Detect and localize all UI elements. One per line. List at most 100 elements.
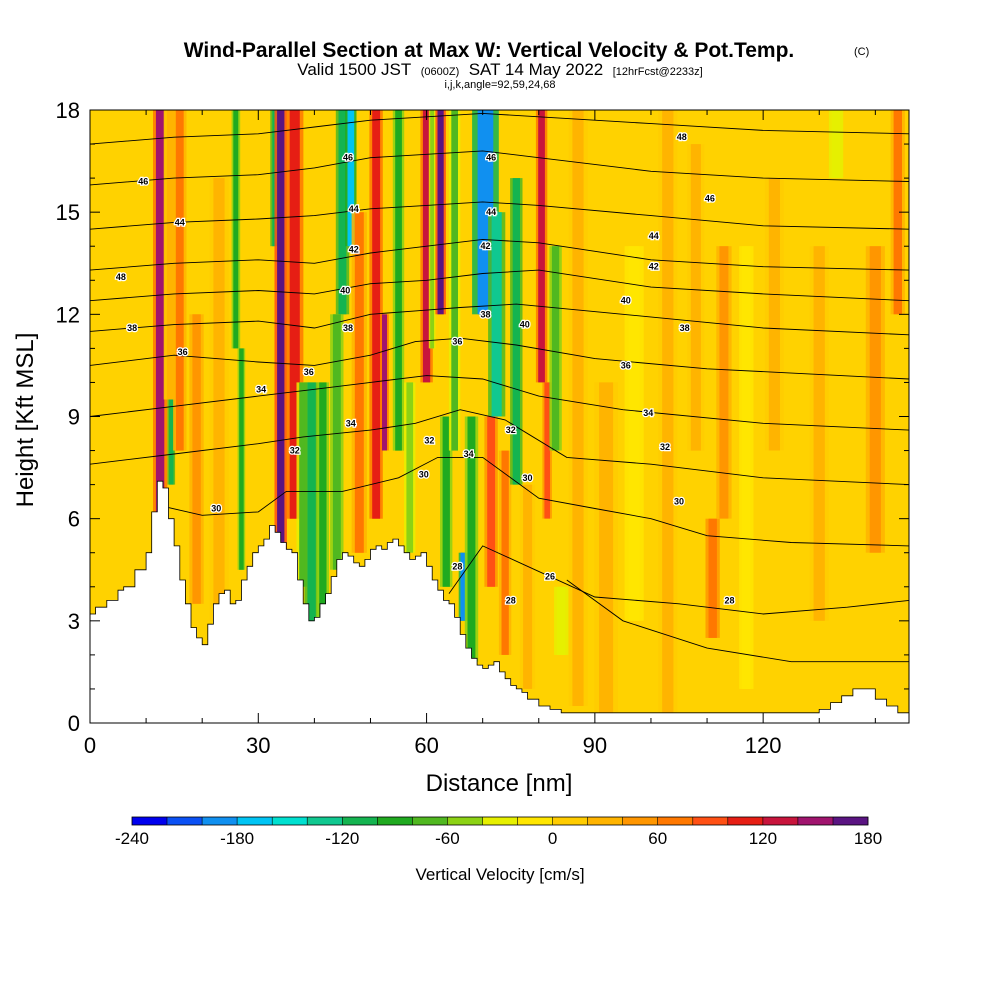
x-axis-label: Distance [nm] (426, 770, 573, 797)
velocity-band (175, 110, 184, 451)
colorbar-tick-label: -180 (220, 829, 254, 848)
velocity-band (491, 212, 502, 417)
contour-label: 46 (343, 153, 353, 163)
theta-contour (566, 579, 909, 663)
colorbar-tick-label: 60 (648, 829, 667, 848)
contour-label: 40 (340, 286, 350, 296)
y-tick-label: 6 (68, 507, 80, 532)
contour-label: 32 (424, 435, 434, 445)
contour-label: 28 (506, 595, 516, 605)
velocity-band (869, 246, 881, 553)
contour-label: 38 (680, 323, 690, 333)
contour-label: 46 (486, 153, 496, 163)
contour-label: 36 (304, 367, 314, 377)
velocity-band (599, 382, 614, 713)
velocity-shading (153, 110, 905, 713)
contour-label: 34 (464, 449, 474, 459)
velocity-band (332, 314, 341, 570)
colorbar-swatch (587, 817, 623, 825)
velocity-band (501, 450, 509, 655)
contour-label: 40 (621, 296, 631, 306)
contour-label: 32 (660, 442, 670, 452)
colorbar-swatch (552, 817, 588, 825)
velocity-band (467, 416, 476, 662)
contour-label: 34 (643, 408, 653, 418)
velocity-band (233, 110, 239, 349)
contour-label: 42 (480, 241, 490, 251)
contour-label: 44 (486, 207, 496, 217)
colorbar-swatch (412, 817, 448, 825)
colorbar-swatch (447, 817, 483, 825)
contour-label: 46 (705, 194, 715, 204)
velocity-band (347, 110, 355, 247)
theta-contour (90, 150, 909, 186)
velocity-band (662, 110, 674, 713)
grid-info: i,j,k,angle=92,59,24,68 (444, 79, 555, 91)
y-tick-label: 3 (68, 609, 80, 634)
contour-label: 48 (116, 272, 126, 282)
velocity-band (708, 518, 717, 638)
theta-contour (90, 337, 909, 380)
velocity-band (557, 586, 566, 655)
velocity-band (192, 314, 201, 604)
contour-label: 34 (346, 418, 356, 428)
valid-date: SAT 14 May 2022 (469, 60, 604, 79)
colorbar-swatch (167, 817, 203, 825)
contour-label: 28 (724, 595, 734, 605)
y-tick-label: 18 (56, 98, 80, 123)
colorbar-swatch (622, 817, 658, 825)
velocity-band (451, 110, 458, 451)
y-tick-label: 9 (68, 405, 80, 430)
contour-label: 42 (649, 262, 659, 272)
colorbar-swatch (657, 817, 693, 825)
colorbar-swatch (237, 817, 273, 825)
velocity-band (813, 246, 825, 621)
contour-label: 36 (178, 347, 188, 357)
velocity-band (742, 246, 751, 689)
copyright-mark: (C) (854, 46, 869, 58)
y-tick-label: 15 (56, 200, 80, 225)
contour-label: 28 (452, 561, 462, 571)
colorbar-swatch (202, 817, 238, 825)
x-tick-label: 90 (583, 733, 607, 758)
velocity-band (487, 416, 496, 587)
velocity-band (437, 110, 444, 315)
velocity-band (544, 382, 550, 519)
contour-label: 36 (452, 337, 462, 347)
plot-area: 46 44 48 38 36 30 34 32 36 46 44 42 40 38 34 32 30 36 34 46… (90, 110, 909, 723)
x-tick-label: 30 (246, 733, 270, 758)
y-axis-label: Height [Kft MSL] (12, 333, 39, 508)
velocity-band (512, 178, 520, 485)
velocity-band (307, 382, 316, 621)
contour-label: 34 (256, 384, 266, 394)
velocity-band (277, 110, 285, 553)
colorbar-tick-label: -120 (325, 829, 359, 848)
velocity-band (166, 110, 176, 400)
velocity-band (319, 382, 327, 621)
velocity-band (572, 110, 584, 706)
velocity-band (239, 348, 244, 570)
theta-contour (90, 375, 909, 431)
velocity-band (169, 399, 174, 485)
valid-time: Valid 1500 JST (297, 60, 411, 79)
colorbar-swatch (517, 817, 553, 825)
velocity-band (551, 246, 560, 451)
contour-label: 30 (522, 473, 532, 483)
velocity-band (831, 110, 841, 179)
contour-label: 30 (211, 504, 221, 514)
chart-title: Wind-Parallel Section at Max W: Vertical… (184, 39, 795, 62)
velocity-band (719, 246, 729, 519)
velocity-band (354, 212, 364, 553)
contour-label: 40 (520, 320, 530, 330)
contour-label: 30 (674, 497, 684, 507)
velocity-band (768, 178, 780, 451)
colorbar-tick-label: 120 (749, 829, 777, 848)
colorbar-swatch (762, 817, 799, 825)
colorbar-swatch (307, 817, 343, 825)
contour-label: 46 (138, 177, 148, 187)
contour-label: 38 (480, 309, 490, 319)
velocity-band (299, 382, 308, 587)
contour-label: 32 (290, 446, 300, 456)
colorbar-frame (131, 816, 869, 826)
